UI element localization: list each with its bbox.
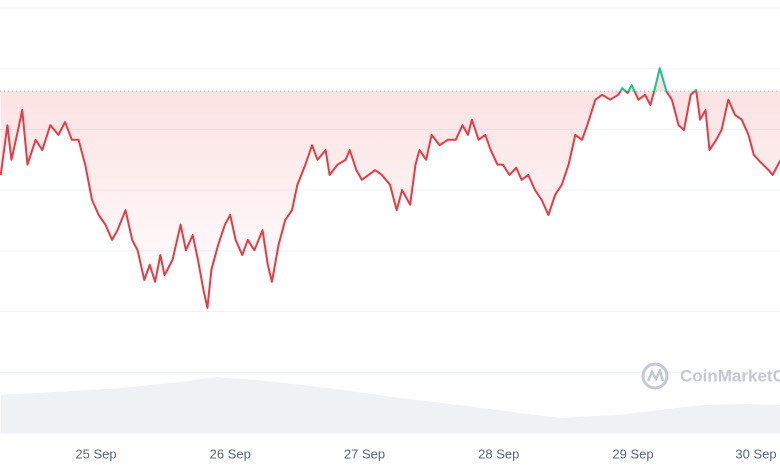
x-tick-label: 30 Sep: [735, 446, 776, 461]
plot: [0, 67, 780, 433]
x-tick-label: 27 Sep: [344, 446, 385, 461]
watermark: CoinMarketCap: [641, 362, 780, 390]
price-line: [0, 67, 780, 309]
watermark-text: CoinMarketCap: [680, 366, 780, 385]
x-tick-label: 26 Sep: [210, 446, 251, 461]
volume-area: [0, 377, 780, 433]
x-tick-label: 28 Sep: [478, 446, 519, 461]
x-tick-label: 25 Sep: [75, 446, 116, 461]
x-tick-label: 29 Sep: [612, 446, 653, 461]
